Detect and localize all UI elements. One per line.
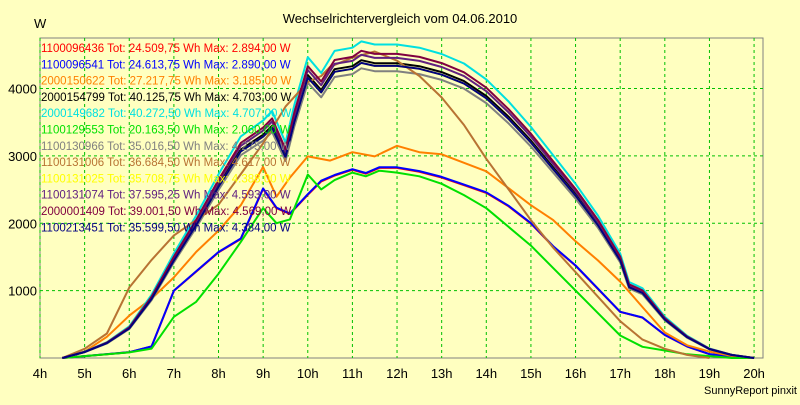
x-tick-label: 11h: [342, 366, 363, 381]
series-line-2: [62, 166, 755, 359]
x-tick-label: 7h: [167, 366, 181, 381]
series-line-8: [61, 50, 710, 359]
plot-frame: [39, 37, 764, 359]
x-tick-label: 8h: [211, 366, 225, 381]
series-line-7: [62, 67, 755, 359]
legend-entry: 1100131074 Tot: 37.595,25 Wh Max: 4.593,…: [41, 190, 291, 202]
x-tick-label: 12h: [386, 366, 408, 381]
x-tick-label: 10h: [297, 366, 319, 381]
x-tick-label: 13h: [431, 366, 453, 381]
x-tick-label: 6h: [122, 366, 136, 381]
y-tick-label: 2000: [8, 216, 37, 231]
legend-entry: 1100213451 Tot: 35.599,50 Wh Max: 4.384,…: [41, 222, 291, 234]
series-lines: [61, 40, 755, 359]
legend-entry: 1100131006 Tot: 36.684,50 Wh Max: 4.617,…: [41, 157, 291, 169]
y-tick-label: 3000: [8, 149, 37, 164]
legend-entry: 2000001409 Tot: 39.001,50 Wh Max: 4.569,…: [41, 206, 292, 218]
legend-entry: 1100130966 Tot: 35.016,50 Wh Max: 4.275,…: [41, 141, 291, 153]
y-axis-label: W: [34, 16, 47, 31]
legend-entry: 1100096436 Tot: 24.509,75 Wh Max: 2.894,…: [41, 43, 291, 55]
x-tick-label: 4h: [33, 366, 47, 381]
y-tick-label: 4000: [8, 82, 37, 97]
series-line-3: [62, 144, 755, 359]
legend-entry: 2000150622 Tot: 27.217,75 Wh Max: 3.185,…: [41, 76, 292, 88]
x-tick-label: 15h: [520, 366, 542, 381]
footer-credit: SunnyReport pinxit: [704, 385, 797, 397]
x-tick-label: 5h: [77, 366, 91, 381]
x-tick-label: 19h: [699, 366, 721, 381]
x-tick-label: 18h: [654, 366, 676, 381]
legend-entry: 1100129553 Tot: 20.163,50 Wh Max: 2.060,…: [41, 125, 291, 137]
x-tick-label: 17h: [609, 366, 631, 381]
legend-entry: 1100131025 Tot: 35.708,75 Wh Max: 4.388,…: [41, 173, 291, 185]
series-line-12: [62, 61, 755, 359]
legend-entry: 2000149682 Tot: 40.272,50 Wh Max: 4.707,…: [41, 108, 292, 120]
x-tick-label: 9h: [256, 366, 270, 381]
y-tick-label: 1000: [8, 284, 37, 299]
legend: 1100096436 Tot: 24.509,75 Wh Max: 2.894,…: [41, 43, 292, 234]
legend-entry: 1100096541 Tot: 24.613,75 Wh Max: 2.890,…: [41, 59, 291, 71]
x-tick-label: 16h: [565, 366, 587, 381]
x-tick-label: 20h: [743, 366, 765, 381]
axes: 4h 5h 6h 7h 8h 9h 10h 11h 12h 13h 14h 15h 16h 17h 18h 1…: [8, 82, 765, 381]
chart-title: Wechselrichtervergleich vom 04.06.2010: [283, 11, 518, 26]
x-tick-label: 14h: [475, 366, 497, 381]
legend-entry: 2000154799 Tot: 40.125,75 Wh Max: 4.703,…: [41, 92, 292, 104]
series-line-6: [62, 169, 755, 359]
